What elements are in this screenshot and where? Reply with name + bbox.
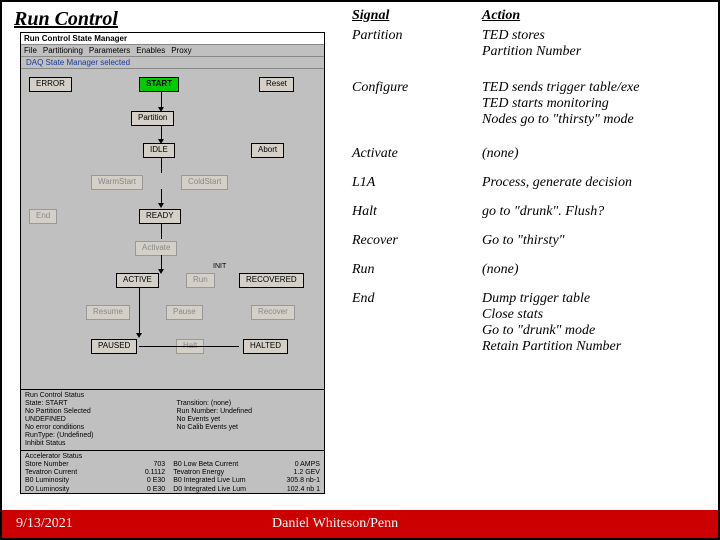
signal-cell: Partition	[352, 28, 482, 44]
action-cell: Dump trigger table Close stats Go to "dr…	[482, 291, 708, 355]
status-line: DAQ State Manager selected	[21, 57, 324, 69]
signal-cell: Halt	[352, 204, 482, 220]
action-cell: (none)	[482, 146, 708, 162]
node-recover[interactable]: Recover	[251, 305, 295, 320]
panel2-title: Accelerator Status	[25, 453, 320, 461]
table-row: Recover Go to "thirsty"	[352, 233, 708, 249]
action-cell: Process, generate decision	[482, 175, 708, 191]
panel2-mid2: B0 Low Beta Current Tevatron Energy B0 I…	[173, 461, 266, 494]
footer-author: Daniel Whiteson/Penn	[252, 516, 718, 532]
action-cell: (none)	[482, 262, 708, 278]
node-error[interactable]: ERROR	[29, 77, 72, 92]
action-cell: go to "drunk". Flush?	[482, 204, 708, 220]
signal-cell: Run	[352, 262, 482, 278]
node-active[interactable]: ACTIVE	[116, 273, 159, 288]
node-activate[interactable]: Activate	[135, 241, 177, 256]
menu-partitioning[interactable]: Partitioning	[43, 46, 83, 55]
node-pause[interactable]: Pause	[166, 305, 203, 320]
table-row: Activate (none)	[352, 146, 708, 162]
run-control-screenshot: Run Control State Manager File Partition…	[20, 32, 325, 494]
menu-enables[interactable]: Enables	[136, 46, 165, 55]
node-idle[interactable]: IDLE	[143, 143, 175, 158]
panel1-title: Run Control Status	[25, 392, 320, 400]
menu-proxy[interactable]: Proxy	[171, 46, 191, 55]
node-end[interactable]: End	[29, 209, 57, 224]
action-cell: Go to "thirsty"	[482, 233, 708, 249]
signal-action-table: Signal Action Partition TED stores Parti…	[352, 8, 708, 355]
footer: 9/13/2021 Daniel Whiteson/Penn	[2, 510, 718, 538]
node-abort[interactable]: Abort	[251, 143, 284, 158]
page-title: Run Control	[14, 8, 118, 31]
node-coldstart[interactable]: ColdStart	[181, 175, 228, 190]
menu-file[interactable]: File	[24, 46, 37, 55]
node-recovered[interactable]: RECOVERED	[239, 273, 304, 288]
signal-cell: Configure	[352, 80, 482, 96]
node-reset[interactable]: Reset	[259, 77, 294, 92]
node-run[interactable]: Run	[186, 273, 215, 288]
node-partition[interactable]: Partition	[131, 111, 174, 126]
table-row: L1A Process, generate decision	[352, 175, 708, 191]
action-cell: TED sends trigger table/exe TED starts m…	[482, 80, 708, 128]
node-ready[interactable]: READY	[139, 209, 181, 224]
signal-cell: Recover	[352, 233, 482, 249]
label-init: INIT	[213, 263, 226, 270]
node-start[interactable]: START	[139, 77, 179, 92]
table-row: Configure TED sends trigger table/exe TE…	[352, 80, 708, 128]
action-cell: TED stores Partition Number	[482, 28, 708, 60]
panel2-left: Store Number Tevatron Current B0 Luminos…	[25, 461, 118, 494]
footer-date: 9/13/2021	[2, 516, 252, 532]
signal-cell: L1A	[352, 175, 482, 191]
menu-parameters[interactable]: Parameters	[89, 46, 130, 55]
panel1-right: Transition: (none) Run Number: Undefined…	[177, 400, 321, 448]
panel1-left: State: START No Partition Selected UNDEF…	[25, 400, 169, 448]
signal-cell: End	[352, 291, 482, 307]
node-paused[interactable]: PAUSED	[91, 339, 137, 354]
table-row: Halt go to "drunk". Flush?	[352, 204, 708, 220]
node-halted[interactable]: HALTED	[243, 339, 288, 354]
menubar: File Partitioning Parameters Enables Pro…	[21, 45, 324, 57]
node-warmstart[interactable]: WarmStart	[91, 175, 143, 190]
node-resume[interactable]: Resume	[86, 305, 130, 320]
table-row: Partition TED stores Partition Number	[352, 28, 708, 60]
state-diagram: ERROR START Reset Partition IDLE Abort W…	[21, 69, 324, 389]
panel2-mid: 703 0.1112 0 E30 0 E30 0 129.7 ma 0 1E09	[126, 461, 166, 494]
window-title: Run Control State Manager	[21, 33, 324, 45]
table-row: End Dump trigger table Close stats Go to…	[352, 291, 708, 355]
table-row: Run (none)	[352, 262, 708, 278]
signal-cell: Activate	[352, 146, 482, 162]
panel2-right: 0 AMPS 1.2 GEV 305.8 nb-1 102.4 nb 1 0 5…	[274, 461, 320, 494]
header-signal: Signal	[352, 8, 482, 24]
run-control-status-panel: Run Control Status State: START No Parti…	[21, 389, 324, 450]
accelerator-status-panel: Accelerator Status Store Number Tevatron…	[21, 450, 324, 494]
header-action: Action	[482, 8, 708, 24]
